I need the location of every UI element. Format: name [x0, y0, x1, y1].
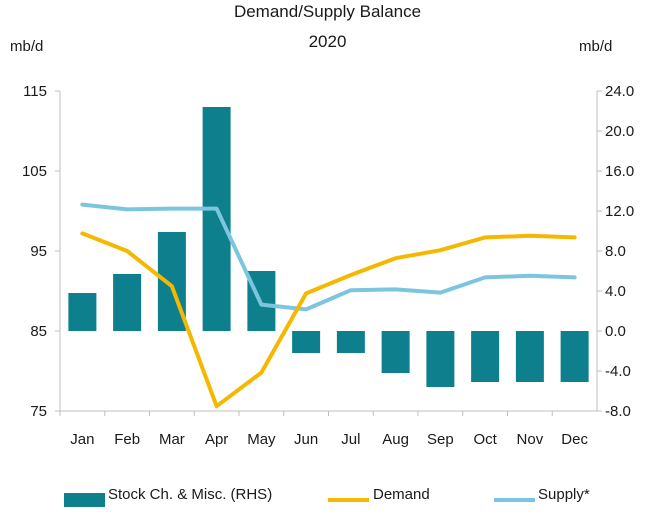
x-tick-label: Sep — [427, 431, 454, 448]
series-line-demand — [80, 231, 577, 409]
x-tick-label: Feb — [114, 431, 140, 448]
left-axis-unit: mb/d — [10, 38, 44, 55]
x-tick-label: Oct — [473, 431, 497, 448]
x-tick-label: Mar — [159, 431, 185, 448]
bar-stock-sep — [426, 331, 455, 387]
x-tick-label: Jan — [70, 431, 94, 448]
right-tick-label: 0.0 — [605, 323, 626, 340]
left-tick-label: 85 — [30, 323, 47, 340]
right-tick-label: -4.0 — [605, 363, 631, 380]
x-tick-label: Apr — [205, 431, 228, 448]
x-tick-label: Nov — [517, 431, 544, 448]
chart-title: Demand/Supply Balance — [233, 2, 422, 21]
left-tick-label: 105 — [22, 163, 47, 180]
right-tick-label: 20.0 — [605, 123, 634, 140]
bar-stock-jul — [336, 331, 365, 353]
right-axis-unit: mb/d — [579, 38, 613, 55]
right-tick-label: 12.0 — [605, 203, 634, 220]
series-line-supply — [80, 202, 577, 312]
bar-stock-jan — [68, 293, 97, 331]
bar-stock-apr — [202, 107, 231, 331]
bar-stock-dec — [560, 331, 589, 382]
legend-label-stock: Stock Ch. & Misc. (RHS) — [108, 486, 273, 503]
x-tick-label: May — [247, 431, 276, 448]
right-tick-label: 16.0 — [605, 163, 634, 180]
bar-stock-aug — [381, 331, 410, 373]
bar-stock-nov — [515, 331, 544, 382]
x-tick-label: Jun — [294, 431, 318, 448]
bar-stock-feb — [113, 274, 142, 331]
right-tick-label: 4.0 — [605, 283, 626, 300]
left-tick-label: 95 — [30, 243, 47, 260]
right-tick-label: -8.0 — [605, 403, 631, 420]
legend-label-demand: Demand — [373, 486, 430, 503]
x-tick-label: Jul — [341, 431, 360, 448]
left-tick-label: 115 — [23, 83, 47, 100]
legend-label-supply: Supply* — [538, 486, 590, 503]
bar-stock-jun — [292, 331, 321, 353]
right-tick-label: 24.0 — [605, 83, 634, 100]
bar-stock-oct — [471, 331, 500, 382]
right-tick-label: 8.0 — [605, 243, 626, 260]
x-tick-label: Dec — [561, 431, 588, 448]
chart-subtitle: 2020 — [308, 32, 347, 51]
left-tick-label: 75 — [30, 403, 47, 420]
x-tick-label: Aug — [382, 431, 409, 448]
